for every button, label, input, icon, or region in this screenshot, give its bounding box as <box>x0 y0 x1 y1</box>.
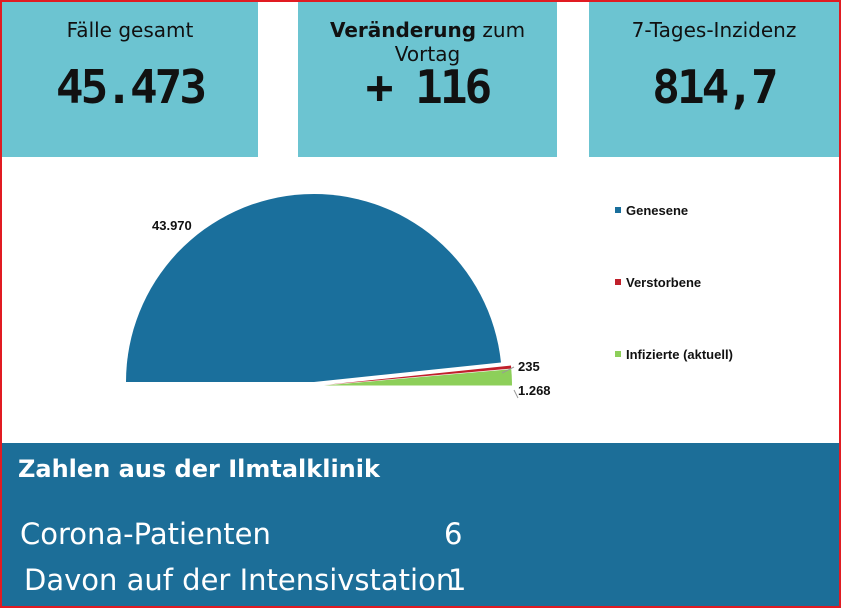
card-value: 45.473 <box>55 60 207 114</box>
card-label: Fälle gesamt <box>2 18 258 42</box>
card-label-bold: Veränderung <box>329 18 477 42</box>
legend-swatch <box>615 279 621 285</box>
clinic-row-label: Corona-Patienten <box>20 517 271 551</box>
clinic-row-value: 1 <box>448 563 467 597</box>
card-value: + 116 <box>365 60 492 114</box>
card-total-cases: Fälle gesamt 45.473 <box>2 2 258 157</box>
card-label: 7-Tages-Inzidenz <box>589 18 839 42</box>
pie-slice <box>323 369 512 386</box>
card-label-text: 7-Tages-Inzidenz <box>631 18 797 42</box>
data-label: 43.970 <box>152 218 192 233</box>
card-label-text: zum Vortag <box>394 18 526 66</box>
pie-chart: 43.970 235 1.268 Genesene Verstorbene Infizie… <box>2 162 839 444</box>
data-label: 1.268 <box>518 383 551 398</box>
leader-line <box>501 366 515 374</box>
clinic-row-value: 6 <box>444 517 463 551</box>
pie-slice <box>126 194 501 382</box>
card-label: Veränderung zum Vortag <box>298 18 557 66</box>
card-incidence: 7-Tages-Inzidenz 814,7 <box>589 2 839 157</box>
legend-swatch <box>615 351 621 357</box>
legend-label: Infizierte (aktuell) <box>626 347 733 362</box>
clinic-row-label: Davon auf der Intensivstation <box>24 563 455 597</box>
legend-label: Genesene <box>626 203 688 218</box>
card-change: Veränderung zum Vortag + 116 <box>298 2 557 157</box>
clinic-title: Zahlen aus der Ilmtalklinik <box>18 455 380 483</box>
legend-swatch <box>615 207 621 213</box>
pie-chart-svg: 43.970 235 1.268 Genesene Verstorbene Infizie… <box>126 194 733 399</box>
card-label-text: Fälle gesamt <box>66 18 194 42</box>
data-label: 235 <box>518 359 540 374</box>
clinic-panel: Zahlen aus der Ilmtalklinik Corona-Patie… <box>2 443 839 606</box>
card-value: 814,7 <box>652 60 778 114</box>
leader-line <box>513 389 519 399</box>
pie-slice <box>323 365 512 386</box>
legend-label: Verstorbene <box>626 275 701 290</box>
